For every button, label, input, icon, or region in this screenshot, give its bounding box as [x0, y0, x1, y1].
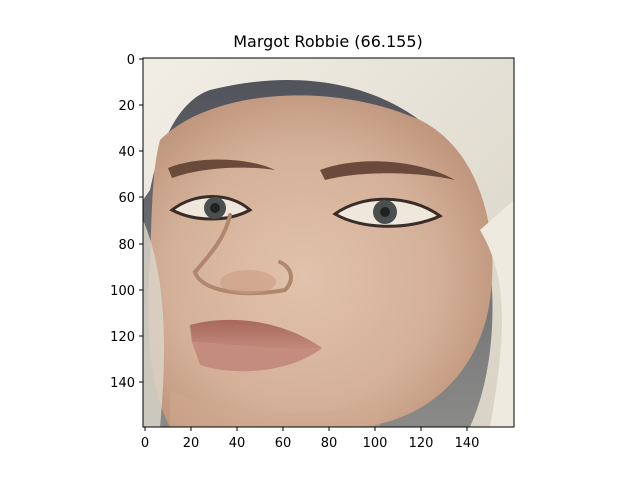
x-tick-label: 80: [321, 436, 338, 451]
x-tick-label: 0: [141, 436, 149, 451]
y-tick-label: 20: [118, 99, 135, 114]
y-tick-label: 140: [110, 376, 135, 391]
x-tick-label: 60: [275, 436, 292, 451]
x-tick-label: 140: [455, 436, 480, 451]
left-pupil: [210, 203, 220, 213]
left-eyebrow: [168, 159, 275, 178]
nose: [192, 213, 293, 296]
x-tick-label: 20: [183, 436, 200, 451]
y-tick-label: 80: [118, 238, 135, 253]
x-tick-label: 40: [229, 436, 246, 451]
y-tick-label: 40: [118, 145, 135, 160]
nose-shadow: [220, 270, 276, 294]
hair-strand-right: [480, 200, 514, 427]
x-tick-label: 120: [409, 436, 434, 451]
chin-shadow: [170, 390, 380, 427]
right-pupil: [380, 207, 390, 217]
hair-strand-left: [143, 220, 164, 427]
face-image: [143, 58, 514, 427]
upper-lip: [190, 319, 322, 350]
plot-title: Margot Robbie (66.155): [233, 32, 423, 51]
x-axis: 0 20 40 60 80 100 120 140: [141, 427, 480, 451]
x-tick-label: 100: [363, 436, 388, 451]
y-tick-label: 60: [118, 191, 135, 206]
y-tick-label: 100: [110, 284, 135, 299]
y-tick-label: 120: [110, 330, 135, 345]
lower-lip: [192, 342, 322, 372]
right-eyebrow: [320, 161, 455, 180]
face-skin: [148, 95, 493, 427]
y-axis: 0 20 40 60 80 100 120 140: [110, 53, 143, 391]
hair: [143, 58, 514, 427]
y-tick-label: 0: [127, 53, 135, 68]
